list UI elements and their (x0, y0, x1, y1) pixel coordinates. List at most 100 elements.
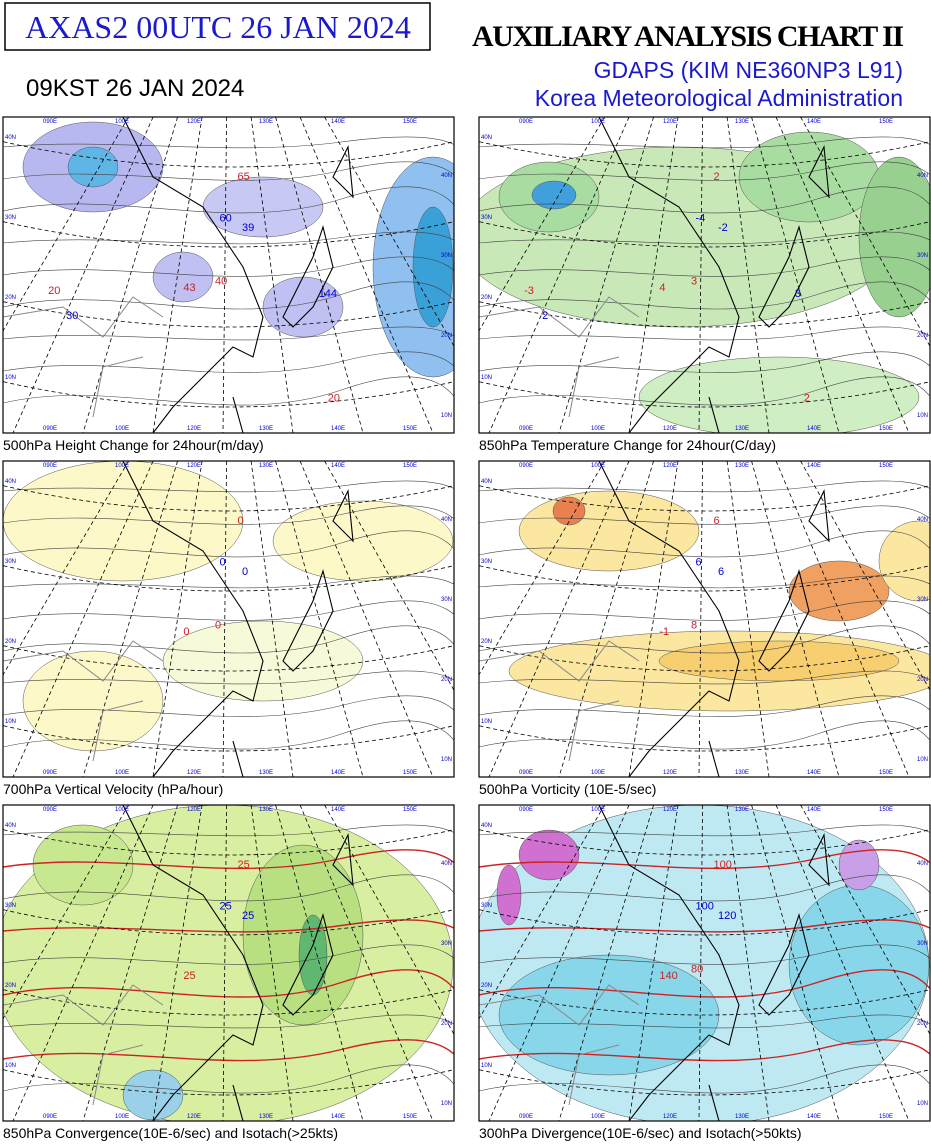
lat-label: 40N (5, 135, 16, 141)
panel-caption: 850hPa Temperature Change for 24hour(C/d… (479, 437, 776, 453)
meridian (488, 117, 630, 433)
lon-label: 100E (591, 426, 605, 432)
meridian (751, 461, 840, 777)
chart-title: AUXILIARY ANALYSIS CHART II (472, 20, 904, 53)
latitude-line (479, 301, 930, 328)
contour (3, 256, 454, 277)
lat-label: 30N (917, 941, 928, 947)
contour-label: 20 (328, 392, 340, 404)
lat-label: 30N (441, 253, 452, 259)
contour-label: 4 (659, 282, 665, 294)
lon-label: 150E (403, 807, 417, 813)
lat-label: 30N (917, 597, 928, 603)
coastline (598, 805, 830, 1121)
lat-label: 40N (481, 479, 492, 485)
contour (3, 1014, 454, 1029)
contour (3, 969, 454, 998)
contour (479, 720, 930, 750)
meridian (222, 461, 227, 777)
lon-label: 090E (43, 426, 57, 432)
map-frame (478, 460, 931, 778)
contour-label: 0 (219, 556, 225, 568)
latitude-line (479, 485, 930, 512)
contour (3, 530, 454, 558)
contour-label: -3 (524, 285, 534, 297)
shade (262, 276, 344, 338)
contour-label: 25 (242, 910, 254, 922)
contour-label: 30 (66, 310, 78, 322)
meridian (275, 117, 364, 433)
lon-label: 140E (807, 426, 821, 432)
contour-label: 2 (804, 392, 810, 404)
lat-label: 10N (5, 375, 16, 381)
meridian (558, 805, 654, 1121)
lat-label: 20N (481, 295, 492, 301)
contour (479, 944, 930, 965)
shade (638, 356, 920, 433)
contour (479, 1039, 930, 1062)
lon-label: 100E (591, 807, 605, 813)
map-panel: 40N 40N 30N 30N 20N 20N 10N 10N 090E 090E 100E 100E… (2, 804, 455, 1122)
lon-label: 130E (259, 807, 273, 813)
contour-label: 43 (183, 282, 195, 294)
lon-label: 120E (187, 463, 201, 469)
lon-label: 150E (879, 770, 893, 776)
lon-label: 100E (591, 770, 605, 776)
panel-caption: 700hPa Vertical Velocity (hPa/hour) (3, 781, 223, 797)
latitude-line (3, 645, 454, 672)
lon-label: 100E (115, 426, 129, 432)
map-panel: 40N 40N 30N 30N 20N 20N 10N 10N 090E 090E 100E 100E… (2, 116, 455, 434)
latitude-line (479, 141, 930, 168)
contour-label: 40 (215, 275, 227, 287)
lat-label: 20N (441, 333, 452, 339)
lat-label: 30N (441, 597, 452, 603)
shade (298, 914, 328, 996)
contour (3, 625, 454, 654)
lon-label: 150E (879, 119, 893, 125)
contour (479, 849, 930, 870)
contour (3, 186, 454, 214)
meridian (222, 117, 227, 433)
contour (3, 1039, 454, 1062)
meridian (751, 805, 840, 1121)
meridian (152, 461, 203, 777)
shade (3, 461, 244, 582)
contour-label: 25 (238, 859, 250, 871)
meridian (3, 805, 129, 1020)
latitude-line (3, 141, 454, 168)
agency: Korea Meteorological Administration (535, 85, 903, 111)
lat-label: 40N (5, 479, 16, 485)
lon-label: 090E (43, 807, 57, 813)
map-body (479, 117, 930, 433)
panel-caption: 850hPa Convergence(10E-6/sec) and Isotac… (3, 1125, 338, 1141)
map-frame (478, 804, 931, 1122)
lat-label: 40N (481, 135, 492, 141)
lon-label: 140E (807, 119, 821, 125)
contour (3, 505, 454, 525)
map-panel: 40N 40N 30N 30N 20N 20N 10N 10N 090E 090E 100E 100E… (478, 804, 931, 1122)
lon-label: 150E (403, 119, 417, 125)
lon-label: 120E (663, 1114, 677, 1120)
shade (32, 824, 134, 906)
lon-label: 120E (187, 807, 201, 813)
contour (3, 849, 454, 870)
lat-label: 10N (5, 719, 16, 725)
contour-label: 0 (238, 515, 244, 527)
lat-label: 10N (917, 1101, 928, 1107)
contour (479, 186, 930, 214)
contour (3, 351, 454, 373)
meridian (275, 805, 364, 1121)
latitude-line (3, 909, 454, 936)
contour (479, 1014, 930, 1029)
panel-caption: 300hPa Divergence(10E-6/sec) and Isotach… (479, 1125, 802, 1141)
lat-label: 30N (441, 941, 452, 947)
map-frame (2, 804, 455, 1122)
lat-label: 20N (441, 677, 452, 683)
contour (479, 695, 930, 717)
meridian (299, 117, 434, 433)
meridian (628, 117, 679, 433)
lon-label: 100E (115, 463, 129, 469)
lon-label: 100E (115, 119, 129, 125)
latitude-line (479, 829, 930, 856)
lon-label: 090E (43, 119, 57, 125)
